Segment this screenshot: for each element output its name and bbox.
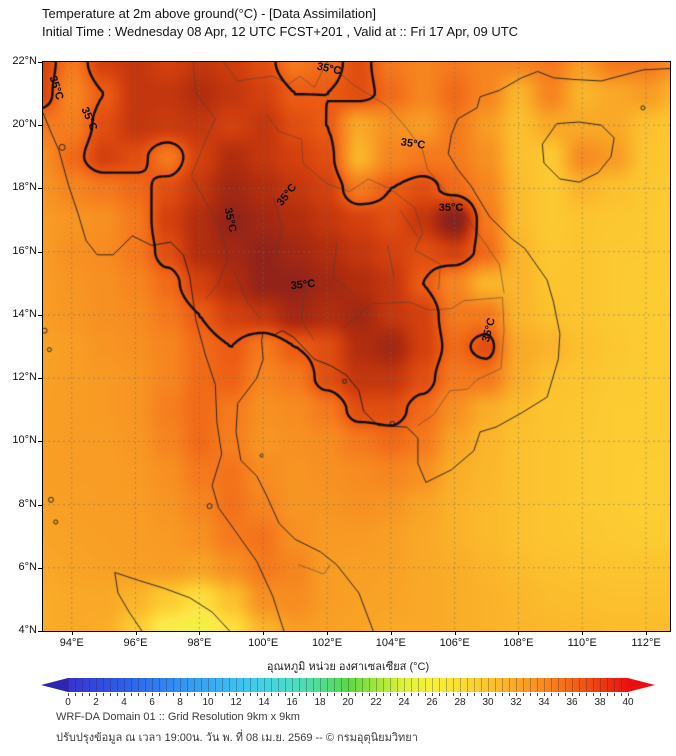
y-axis-tick bbox=[38, 314, 42, 316]
colorbar: 0 2 4 6 8 10 12 14 16 18 20 22 24 26 28 30 32 34 36 38 40 bbox=[41, 678, 655, 714]
colorbar-right-arrow bbox=[628, 678, 655, 692]
colorbar-tick-label: 28 bbox=[454, 697, 466, 708]
x-axis-tick bbox=[199, 631, 201, 635]
y-axis-label: 22°N bbox=[12, 55, 37, 67]
colorbar-tick-label: 2 bbox=[93, 697, 99, 708]
page-title: Temperature at 2m above ground(°C) - [Da… bbox=[42, 6, 376, 21]
colorbar-title: อุณหภูมิ หน่วย องศาเซลเซียส (°C) bbox=[266, 661, 430, 673]
y-axis-label: 18°N bbox=[12, 181, 37, 194]
y-axis-tick bbox=[38, 504, 42, 506]
colorbar-tick-label: 36 bbox=[566, 697, 578, 708]
footer-update-info: ปรับปรุงข้อมูล ณ เวลา 19:00น. วัน พ. ที่… bbox=[56, 732, 418, 744]
x-axis-tick bbox=[326, 631, 328, 635]
y-axis-label: 16°N bbox=[12, 244, 37, 257]
x-axis-label: 108°E bbox=[503, 637, 534, 649]
x-axis-label: 96°E bbox=[123, 637, 148, 649]
x-axis-tick bbox=[582, 631, 584, 635]
y-axis-label: 8°N bbox=[18, 497, 37, 510]
x-axis-tick bbox=[646, 631, 648, 635]
colorbar-tick-label: 30 bbox=[482, 697, 494, 708]
colorbar-left-arrow bbox=[41, 678, 68, 692]
page-subtitle: Initial Time : Wednesday 08 Apr, 12 UTC … bbox=[42, 24, 519, 39]
y-axis-label: 10°N bbox=[12, 434, 37, 447]
x-axis-label: 100°E bbox=[248, 637, 279, 649]
x-axis-label: 106°E bbox=[439, 637, 470, 649]
footer-domain-info: WRF-DA Domain 01 :: Grid Resolution 9km … bbox=[56, 711, 300, 723]
y-axis-label: 12°N bbox=[12, 371, 37, 384]
x-axis-tick bbox=[390, 631, 392, 635]
colorbar-tick-label: 18 bbox=[314, 697, 326, 708]
y-axis-tick bbox=[38, 631, 42, 632]
y-axis-tick bbox=[38, 125, 42, 127]
colorbar-tick-label: 38 bbox=[594, 697, 606, 708]
colorbar-tick-label: 0 bbox=[65, 697, 71, 708]
contour-label: 35°C bbox=[438, 202, 464, 214]
y-axis-label: 4°N bbox=[18, 624, 37, 636]
x-axis-label: 98°E bbox=[187, 637, 212, 649]
y-axis-tick bbox=[38, 441, 42, 443]
x-axis-label: 110°E bbox=[567, 637, 597, 649]
colorbar-tick-label: 40 bbox=[622, 697, 634, 708]
y-axis-tick bbox=[38, 378, 42, 380]
temperature-map-canvas bbox=[43, 62, 670, 631]
colorbar-tick-label: 10 bbox=[202, 697, 214, 708]
x-axis-label: 112°E bbox=[631, 637, 661, 649]
y-axis-tick bbox=[38, 188, 42, 190]
colorbar-tick-label: 8 bbox=[177, 697, 183, 708]
x-axis-tick bbox=[71, 631, 73, 635]
colorbar-tick-label: 14 bbox=[258, 697, 270, 708]
y-axis-label: 6°N bbox=[18, 560, 37, 573]
x-axis-label: 94°E bbox=[59, 637, 84, 649]
colorbar-tick-label: 22 bbox=[370, 697, 382, 708]
x-axis-tick bbox=[135, 631, 137, 635]
y-axis-label: 14°N bbox=[12, 307, 37, 320]
x-axis-tick bbox=[454, 631, 456, 635]
y-axis-label: 20°N bbox=[12, 118, 37, 131]
map-plot: 35°C 35°C 35°C 35°C 35°C 35°C 35°C 35°C 35°C 94°… bbox=[12, 55, 671, 649]
colorbar-minor-ticks bbox=[68, 693, 629, 696]
colorbar-tick-label: 32 bbox=[510, 697, 522, 708]
colorbar-tick-label: 6 bbox=[149, 697, 155, 708]
y-axis-tick bbox=[38, 62, 42, 63]
colorbar-tick-label: 34 bbox=[538, 697, 550, 708]
y-axis-tick bbox=[38, 251, 42, 253]
x-axis-label: 102°E bbox=[311, 637, 343, 649]
colorbar-tick-label: 20 bbox=[342, 697, 354, 708]
colorbar-tick-label: 4 bbox=[121, 697, 127, 708]
colorbar-tick-label: 16 bbox=[286, 697, 298, 708]
colorbar-gradient bbox=[68, 678, 628, 692]
colorbar-tick-label: 26 bbox=[426, 697, 438, 708]
contour-label: 35°C bbox=[290, 277, 316, 293]
colorbar-tick-label: 24 bbox=[398, 697, 410, 708]
colorbar-tick-label: 12 bbox=[230, 697, 242, 708]
x-axis-tick bbox=[518, 631, 520, 635]
x-axis-tick bbox=[263, 631, 265, 635]
x-axis-label: 104°E bbox=[375, 637, 406, 649]
y-axis-tick bbox=[38, 567, 42, 569]
